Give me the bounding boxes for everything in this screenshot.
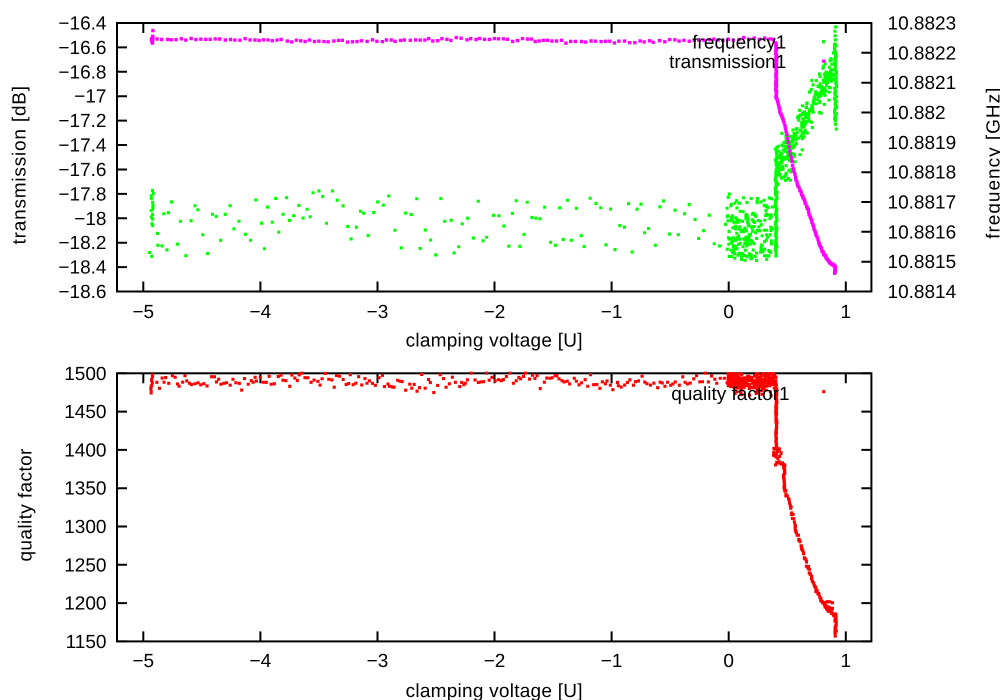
svg-text:clamping voltage [U]: clamping voltage [U] bbox=[406, 331, 583, 352]
svg-text:10.8817: 10.8817 bbox=[888, 193, 957, 214]
svg-text:frequency1: frequency1 bbox=[692, 33, 786, 54]
svg-text:−16.8: −16.8 bbox=[58, 62, 106, 83]
svg-text:10.8816: 10.8816 bbox=[888, 222, 957, 243]
svg-text:quality factor: quality factor bbox=[16, 448, 37, 562]
svg-text:0: 0 bbox=[723, 302, 734, 323]
svg-text:−4: −4 bbox=[250, 651, 272, 672]
svg-text:10.8821: 10.8821 bbox=[888, 73, 957, 94]
svg-text:−5: −5 bbox=[132, 651, 154, 672]
svg-text:−2: −2 bbox=[484, 651, 506, 672]
svg-text:−17.8: −17.8 bbox=[58, 184, 106, 205]
svg-text:frequency [GHz]: frequency [GHz] bbox=[984, 87, 1000, 239]
svg-text:−1: −1 bbox=[601, 302, 623, 323]
svg-text:1150: 1150 bbox=[66, 632, 107, 653]
svg-text:1300: 1300 bbox=[64, 517, 106, 538]
svg-text:−3: −3 bbox=[367, 302, 389, 323]
svg-text:−18.4: −18.4 bbox=[58, 258, 107, 279]
svg-text:quality factor1: quality factor1 bbox=[671, 384, 789, 405]
svg-text:10.8818: 10.8818 bbox=[888, 163, 957, 184]
svg-text:−2: −2 bbox=[484, 302, 506, 323]
svg-text:−3: −3 bbox=[367, 651, 389, 672]
svg-text:−17.6: −17.6 bbox=[58, 160, 106, 181]
svg-text:1200: 1200 bbox=[64, 594, 106, 615]
svg-text:1250: 1250 bbox=[64, 555, 106, 576]
svg-text:−17.4: −17.4 bbox=[58, 136, 107, 157]
svg-text:1: 1 bbox=[841, 651, 852, 672]
svg-text:0: 0 bbox=[723, 651, 734, 672]
svg-text:1450: 1450 bbox=[64, 402, 106, 423]
svg-text:10.8814: 10.8814 bbox=[888, 282, 957, 303]
svg-text:−18: −18 bbox=[74, 209, 106, 230]
svg-text:1350: 1350 bbox=[64, 479, 106, 500]
svg-text:10.882: 10.882 bbox=[888, 103, 946, 124]
svg-text:transmission1: transmission1 bbox=[669, 52, 786, 73]
svg-text:−16.6: −16.6 bbox=[58, 38, 106, 59]
svg-text:1400: 1400 bbox=[64, 440, 106, 461]
svg-text:−18.6: −18.6 bbox=[58, 282, 106, 303]
svg-text:10.8819: 10.8819 bbox=[888, 133, 957, 154]
svg-text:1500: 1500 bbox=[64, 364, 106, 385]
svg-text:10.8823: 10.8823 bbox=[888, 14, 957, 35]
svg-text:transmission [dB]: transmission [dB] bbox=[10, 85, 31, 244]
svg-text:10.8822: 10.8822 bbox=[888, 43, 957, 64]
svg-text:clamping voltage [U]: clamping voltage [U] bbox=[406, 681, 583, 700]
svg-text:−5: −5 bbox=[132, 302, 154, 323]
svg-text:−17.2: −17.2 bbox=[58, 111, 106, 132]
svg-text:−18.2: −18.2 bbox=[58, 233, 106, 254]
svg-text:−1: −1 bbox=[601, 651, 623, 672]
svg-text:−4: −4 bbox=[250, 302, 272, 323]
svg-text:−17: −17 bbox=[74, 87, 106, 108]
svg-text:−16.4: −16.4 bbox=[58, 14, 107, 35]
svg-text:10.8815: 10.8815 bbox=[888, 252, 957, 273]
svg-text:1: 1 bbox=[841, 302, 852, 323]
